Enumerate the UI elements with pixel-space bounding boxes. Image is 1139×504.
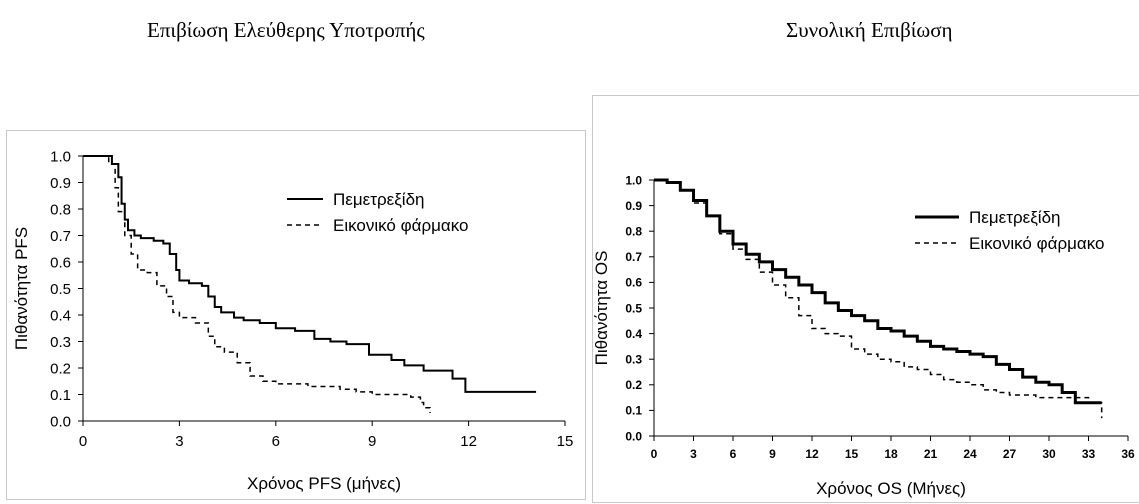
pfs-x-tick-label: 12 [460,433,477,450]
pfs-x-tick-label: 3 [175,433,183,450]
pfs-y-tick-label: 0.8 [50,201,71,218]
os-chart: 0.00.10.20.30.40.50.60.70.80.91.00 3 6 9 12 1… [592,173,1135,498]
os-x-tick-label: 12 [805,447,819,461]
pfs-legend-label: Πεμετρεξίδη [333,190,425,209]
os-chart-panel: 0.0 0.1 0.2 0.3 0.4 0.5 0.6 0.7 0.8 0.9 1.0 0 3 6 9 12 1… [592,95,1139,503]
os-y-tick-label: 0.3 [625,353,642,367]
pfs-y-tick-label: 0.6 [50,254,71,271]
pfs-y-axis-label: Πιθανότητα PFS [12,227,31,350]
os-legend-label: Πεμετρεξίδη [969,208,1061,227]
os-x-tick-label: 3 [690,447,697,461]
os-y-tick-label: 0.6 [625,276,642,290]
os-legend-label: Εικονικό φάρμακο [969,234,1105,253]
os-series-pemetrexed-line [654,178,1102,405]
pfs-x-axis-label: Χρόνος PFS (μήνες) [247,474,401,493]
pfs-x-tick-label: 9 [368,433,376,450]
os-x-tick-label: 0 [651,447,658,461]
os-x-tick-label: 24 [963,447,977,461]
pfs-y-tick-label: 0.9 [50,175,71,192]
pfs-y-tick-label: 0.4 [50,307,71,324]
pfs-y-tick-label: 0.2 [50,360,71,377]
os-y-tick-label: 1.0 [625,173,642,187]
os-x-tick-label: 18 [884,447,898,461]
os-y-tick-label: 0.2 [625,378,642,392]
pfs-x-tick-label: 6 [272,433,280,450]
os-x-tick-label: 21 [924,447,938,461]
pfs-y-tick-label: 0.0 [50,413,71,430]
pfs-series-pemetrexed-line [83,155,537,393]
os-x-tick-label: 9 [769,447,776,461]
os-y-tick-label: 0.7 [625,250,642,264]
os-y-axis-label: Πιθανότητα OS [592,251,611,366]
os-x-tick-label: 15 [845,447,859,461]
pfs-y-tick-label: 0.7 [50,228,71,245]
pfs-chart: 0.0 0.1 0.2 0.3 0.4 0.5 0.6 0.7 0.8 0.9 1.0 0 3 6 9 12 1… [12,148,574,493]
pfs-y-tick-label: 0.5 [50,281,71,298]
os-x-axis-label: Χρόνος OS (Μήνες) [816,479,966,498]
os-x-tick-label: 30 [1042,447,1056,461]
os-y-tick-label: 0.4 [625,327,642,341]
os-y-tick-label: 0.9 [625,199,642,213]
pfs-x-tick-label: 0 [79,433,87,450]
os-y-tick-label: 0.0 [625,429,642,443]
pfs-legend-label: Εικονικό φάρμακο [333,216,469,235]
os-y-tick-label: 0.1 [625,404,642,418]
pfs-series-placebo-line [83,155,431,414]
os-y-tick-label: 0.5 [625,301,642,315]
os-y-tick-label: 0.8 [625,225,642,239]
os-x-tick-label: 6 [730,447,737,461]
pfs-chart-title: Επιβίωση Ελεύθερης Υποτροπής [147,18,425,42]
pfs-y-tick-label: 1.0 [50,148,71,165]
os-chart-title: Συνολική Επιβίωση [786,18,953,42]
pfs-y-tick-label: 0.3 [50,334,71,351]
os-x-tick-label: 33 [1082,447,1096,461]
os-x-tick-label: 36 [1121,447,1135,461]
os-x-tick-label: 27 [1003,447,1017,461]
pfs-chart-panel: 0.0 0.1 0.2 0.3 0.4 0.5 0.6 0.7 0.8 0.9 1.0 0 3 6 9 12 1… [6,130,586,500]
pfs-x-tick-label: 15 [557,433,574,450]
os-series-placebo-line [654,179,1103,419]
pfs-y-tick-label: 0.1 [50,387,71,404]
